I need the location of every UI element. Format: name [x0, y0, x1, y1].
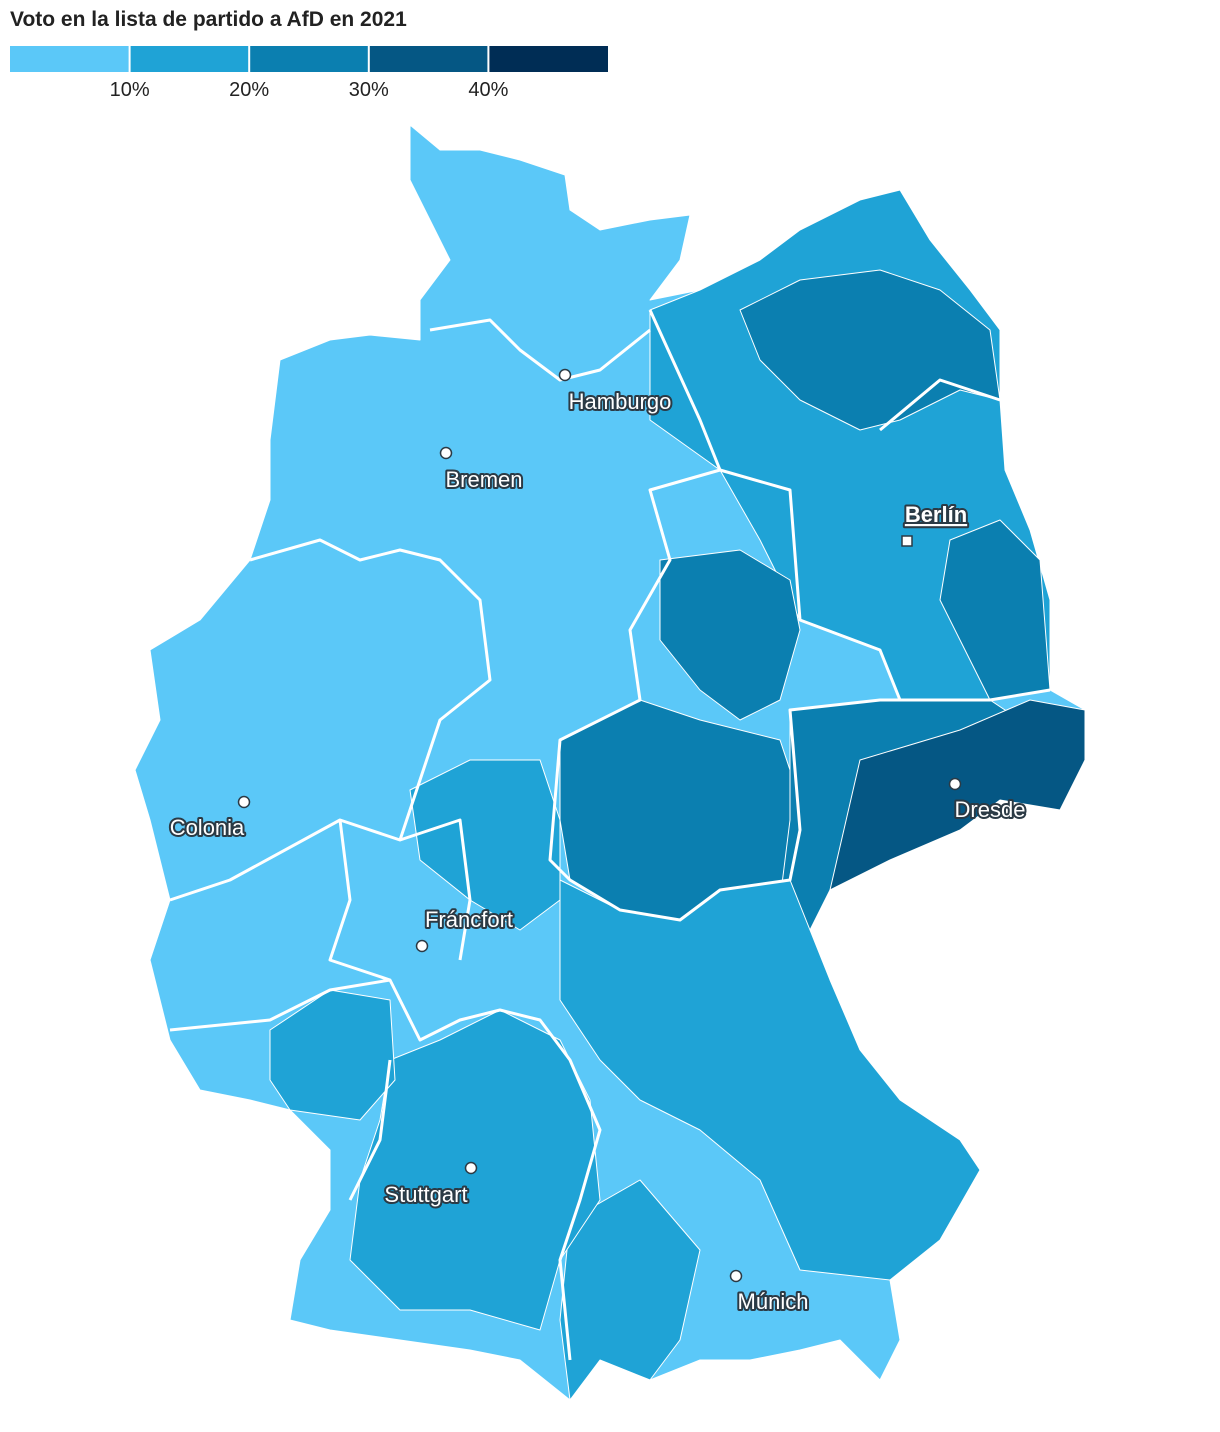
legend-swatch: [368, 46, 489, 72]
region-bavaria-south: [559, 1179, 701, 1401]
legend-swatch: [488, 46, 608, 72]
region-mecklenburg-core: [739, 269, 1001, 431]
city-labels: Hamburgo Bremen Berlín Colonia Dresde Fráncfo…: [168, 368, 1027, 1316]
city-marker: [558, 368, 572, 382]
region-saxony-dark: [829, 699, 1086, 891]
legend-swatch: [129, 46, 250, 72]
state-border: [169, 978, 602, 1361]
city-marker: [948, 777, 962, 791]
city-marker: [464, 1161, 478, 1175]
legend-tick-label: 10%: [110, 79, 150, 101]
legend-tick-label: 20%: [229, 79, 269, 101]
state-border: [719, 378, 1001, 701]
city-marker: [237, 795, 251, 809]
legend-swatch: [10, 46, 130, 72]
city-label: Bremen: [445, 467, 522, 492]
state-border: [429, 318, 651, 382]
city-marker: [439, 446, 453, 460]
legend-swatch: [249, 46, 369, 72]
state-border: [548, 309, 1051, 922]
title: Voto en la lista de partido a AfD en 202…: [10, 8, 407, 31]
legend-tick-label: 40%: [468, 79, 508, 101]
city-label: Fráncfort: [425, 907, 513, 932]
legend-tick-label: 30%: [349, 79, 389, 101]
city-label: Stuttgart: [384, 1182, 467, 1207]
legend: 10% 20% 30% 40%: [10, 46, 608, 101]
state-border: [169, 538, 492, 982]
city-label: Berlín: [905, 502, 967, 527]
city-marker: [901, 535, 913, 547]
city-label: Colonia: [170, 815, 245, 840]
city-label: Hamburgo: [569, 389, 672, 414]
city-marker: [415, 939, 429, 953]
region-saar-rlp: [269, 989, 396, 1121]
germany-map: [134, 124, 1086, 1401]
region-saxony-anhalt: [659, 549, 801, 721]
city-label: Múnich: [738, 1289, 809, 1314]
city-label: Dresde: [955, 797, 1026, 822]
region-hesse-north: [409, 759, 561, 931]
city-marker: [729, 1269, 743, 1283]
